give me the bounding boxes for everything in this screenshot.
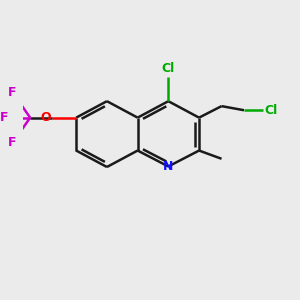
Text: O: O [40, 111, 51, 124]
Text: F: F [0, 111, 8, 124]
Text: N: N [163, 160, 173, 173]
Text: F: F [8, 136, 16, 149]
Text: Cl: Cl [265, 104, 278, 117]
Text: Cl: Cl [162, 62, 175, 75]
Text: F: F [8, 86, 16, 99]
